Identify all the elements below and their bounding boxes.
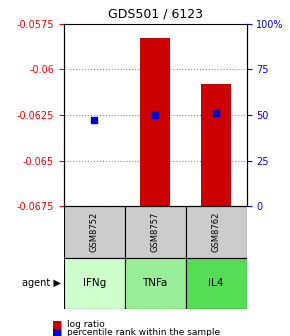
Text: IL4: IL4: [208, 279, 224, 288]
Text: ■: ■: [52, 328, 63, 336]
FancyBboxPatch shape: [64, 258, 125, 309]
FancyBboxPatch shape: [186, 206, 246, 258]
Text: GSM8762: GSM8762: [211, 212, 221, 252]
Text: log ratio: log ratio: [67, 320, 104, 329]
FancyBboxPatch shape: [125, 206, 186, 258]
Bar: [201, 84, 231, 206]
Text: GSM8752: GSM8752: [90, 212, 99, 252]
FancyBboxPatch shape: [125, 258, 186, 309]
Text: GSM8757: GSM8757: [151, 212, 160, 252]
FancyBboxPatch shape: [186, 258, 246, 309]
Text: IFNg: IFNg: [83, 279, 106, 288]
Bar: [140, 38, 170, 206]
FancyBboxPatch shape: [64, 206, 125, 258]
Text: TNFa: TNFa: [142, 279, 168, 288]
Text: percentile rank within the sample: percentile rank within the sample: [67, 328, 220, 336]
Title: GDS501 / 6123: GDS501 / 6123: [108, 8, 203, 21]
Text: ■: ■: [52, 319, 63, 329]
Text: agent ▶: agent ▶: [22, 279, 61, 288]
